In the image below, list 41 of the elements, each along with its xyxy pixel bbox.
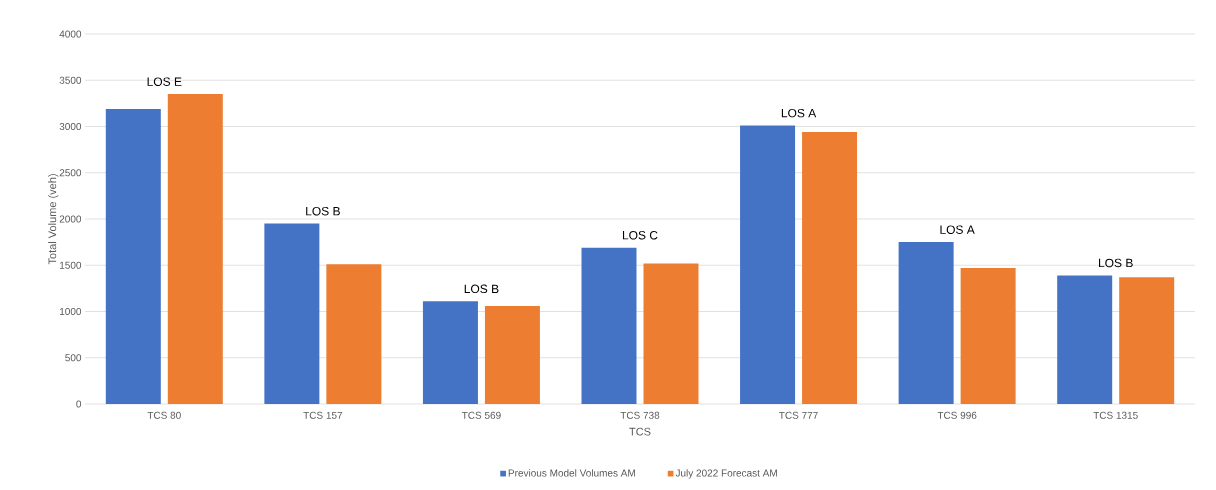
legend-label: July 2022 Forecast AM bbox=[675, 469, 777, 479]
y-axis-title: Total Volume (veh) bbox=[48, 174, 59, 265]
bar bbox=[1057, 275, 1113, 404]
bar bbox=[643, 263, 699, 404]
bar bbox=[740, 125, 796, 404]
bar bbox=[484, 305, 540, 404]
bar bbox=[264, 223, 320, 404]
y-tick-label: 2500 bbox=[59, 169, 82, 177]
y-tick-label: 3000 bbox=[59, 122, 82, 131]
bar bbox=[167, 94, 223, 404]
annotation: LOS B bbox=[306, 206, 340, 216]
bar bbox=[105, 108, 161, 404]
bar bbox=[802, 132, 858, 404]
x-tick-label: TCS 996 bbox=[937, 411, 977, 419]
y-tick-label: 4000 bbox=[59, 30, 82, 38]
bar bbox=[422, 301, 478, 404]
y-tick-label: 500 bbox=[65, 354, 82, 362]
y-tick-label: 3500 bbox=[59, 76, 82, 84]
bar bbox=[326, 264, 382, 404]
x-tick-label: TCS 1315 bbox=[1093, 411, 1138, 419]
annotation: LOS A bbox=[781, 108, 817, 118]
annotation: LOS E bbox=[147, 77, 182, 86]
x-tick-label: TCS 777 bbox=[779, 411, 818, 419]
annotation: LOS B bbox=[464, 284, 499, 294]
annotation: LOS A bbox=[940, 225, 975, 234]
bar bbox=[581, 247, 637, 404]
annotation: LOS C bbox=[622, 230, 658, 240]
y-tick-label: 1000 bbox=[60, 307, 82, 316]
y-tick-label: 0 bbox=[76, 400, 82, 408]
y-tick-label: 2000 bbox=[59, 215, 82, 223]
x-tick-label: TCS 569 bbox=[461, 411, 501, 419]
x-tick-label: TCS 157 bbox=[303, 411, 343, 419]
x-axis-title: TCS bbox=[629, 427, 651, 436]
y-tick-label: 1500 bbox=[60, 261, 82, 269]
bar bbox=[960, 268, 1016, 404]
bar bbox=[1119, 277, 1175, 404]
legend-label: Previous Model Volumes AM bbox=[508, 469, 635, 477]
x-tick-label: TCS 738 bbox=[620, 411, 660, 419]
bar bbox=[898, 242, 954, 404]
annotation: LOS B bbox=[1099, 258, 1133, 268]
x-tick-label: TCS 80 bbox=[147, 411, 181, 419]
